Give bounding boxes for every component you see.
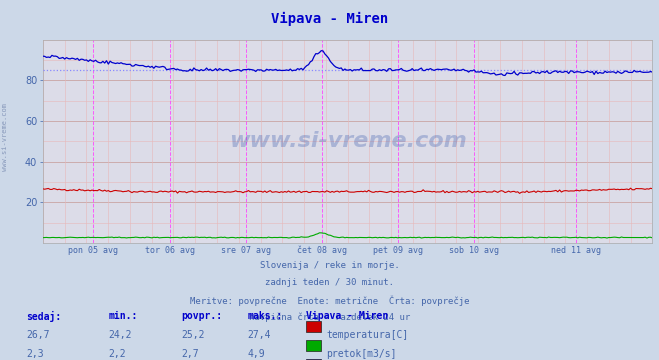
Text: navpična črta - razdelek 24 ur: navpična črta - razdelek 24 ur	[249, 313, 410, 322]
Text: min.:: min.:	[109, 311, 138, 321]
Text: 25,2: 25,2	[181, 330, 205, 340]
Text: 2,2: 2,2	[109, 349, 127, 359]
Text: tor 06 avg: tor 06 avg	[144, 246, 194, 255]
Text: Meritve: povprečne  Enote: metrične  Črta: povprečje: Meritve: povprečne Enote: metrične Črta:…	[190, 296, 469, 306]
Text: sedaj:: sedaj:	[26, 311, 61, 323]
Text: Vipava - Miren: Vipava - Miren	[306, 311, 389, 321]
Text: sre 07 avg: sre 07 avg	[221, 246, 271, 255]
Text: 4,9: 4,9	[247, 349, 265, 359]
Text: 24,2: 24,2	[109, 330, 132, 340]
Text: ned 11 avg: ned 11 avg	[551, 246, 601, 255]
Text: čet 08 avg: čet 08 avg	[297, 246, 347, 255]
Text: 2,3: 2,3	[26, 349, 44, 359]
Text: pet 09 avg: pet 09 avg	[373, 246, 423, 255]
Text: 27,4: 27,4	[247, 330, 271, 340]
Text: pon 05 avg: pon 05 avg	[69, 246, 119, 255]
Text: 2,7: 2,7	[181, 349, 199, 359]
Text: www.si-vreme.com: www.si-vreme.com	[229, 131, 467, 151]
Text: Slovenija / reke in morje.: Slovenija / reke in morje.	[260, 261, 399, 270]
Text: sob 10 avg: sob 10 avg	[449, 246, 500, 255]
Text: temperatura[C]: temperatura[C]	[326, 330, 409, 340]
Text: 26,7: 26,7	[26, 330, 50, 340]
Text: maks.:: maks.:	[247, 311, 282, 321]
Text: pretok[m3/s]: pretok[m3/s]	[326, 349, 397, 359]
Text: povpr.:: povpr.:	[181, 311, 222, 321]
Text: www.si-vreme.com: www.si-vreme.com	[2, 103, 9, 171]
Text: Vipava - Miren: Vipava - Miren	[271, 12, 388, 26]
Text: zadnji teden / 30 minut.: zadnji teden / 30 minut.	[265, 278, 394, 287]
